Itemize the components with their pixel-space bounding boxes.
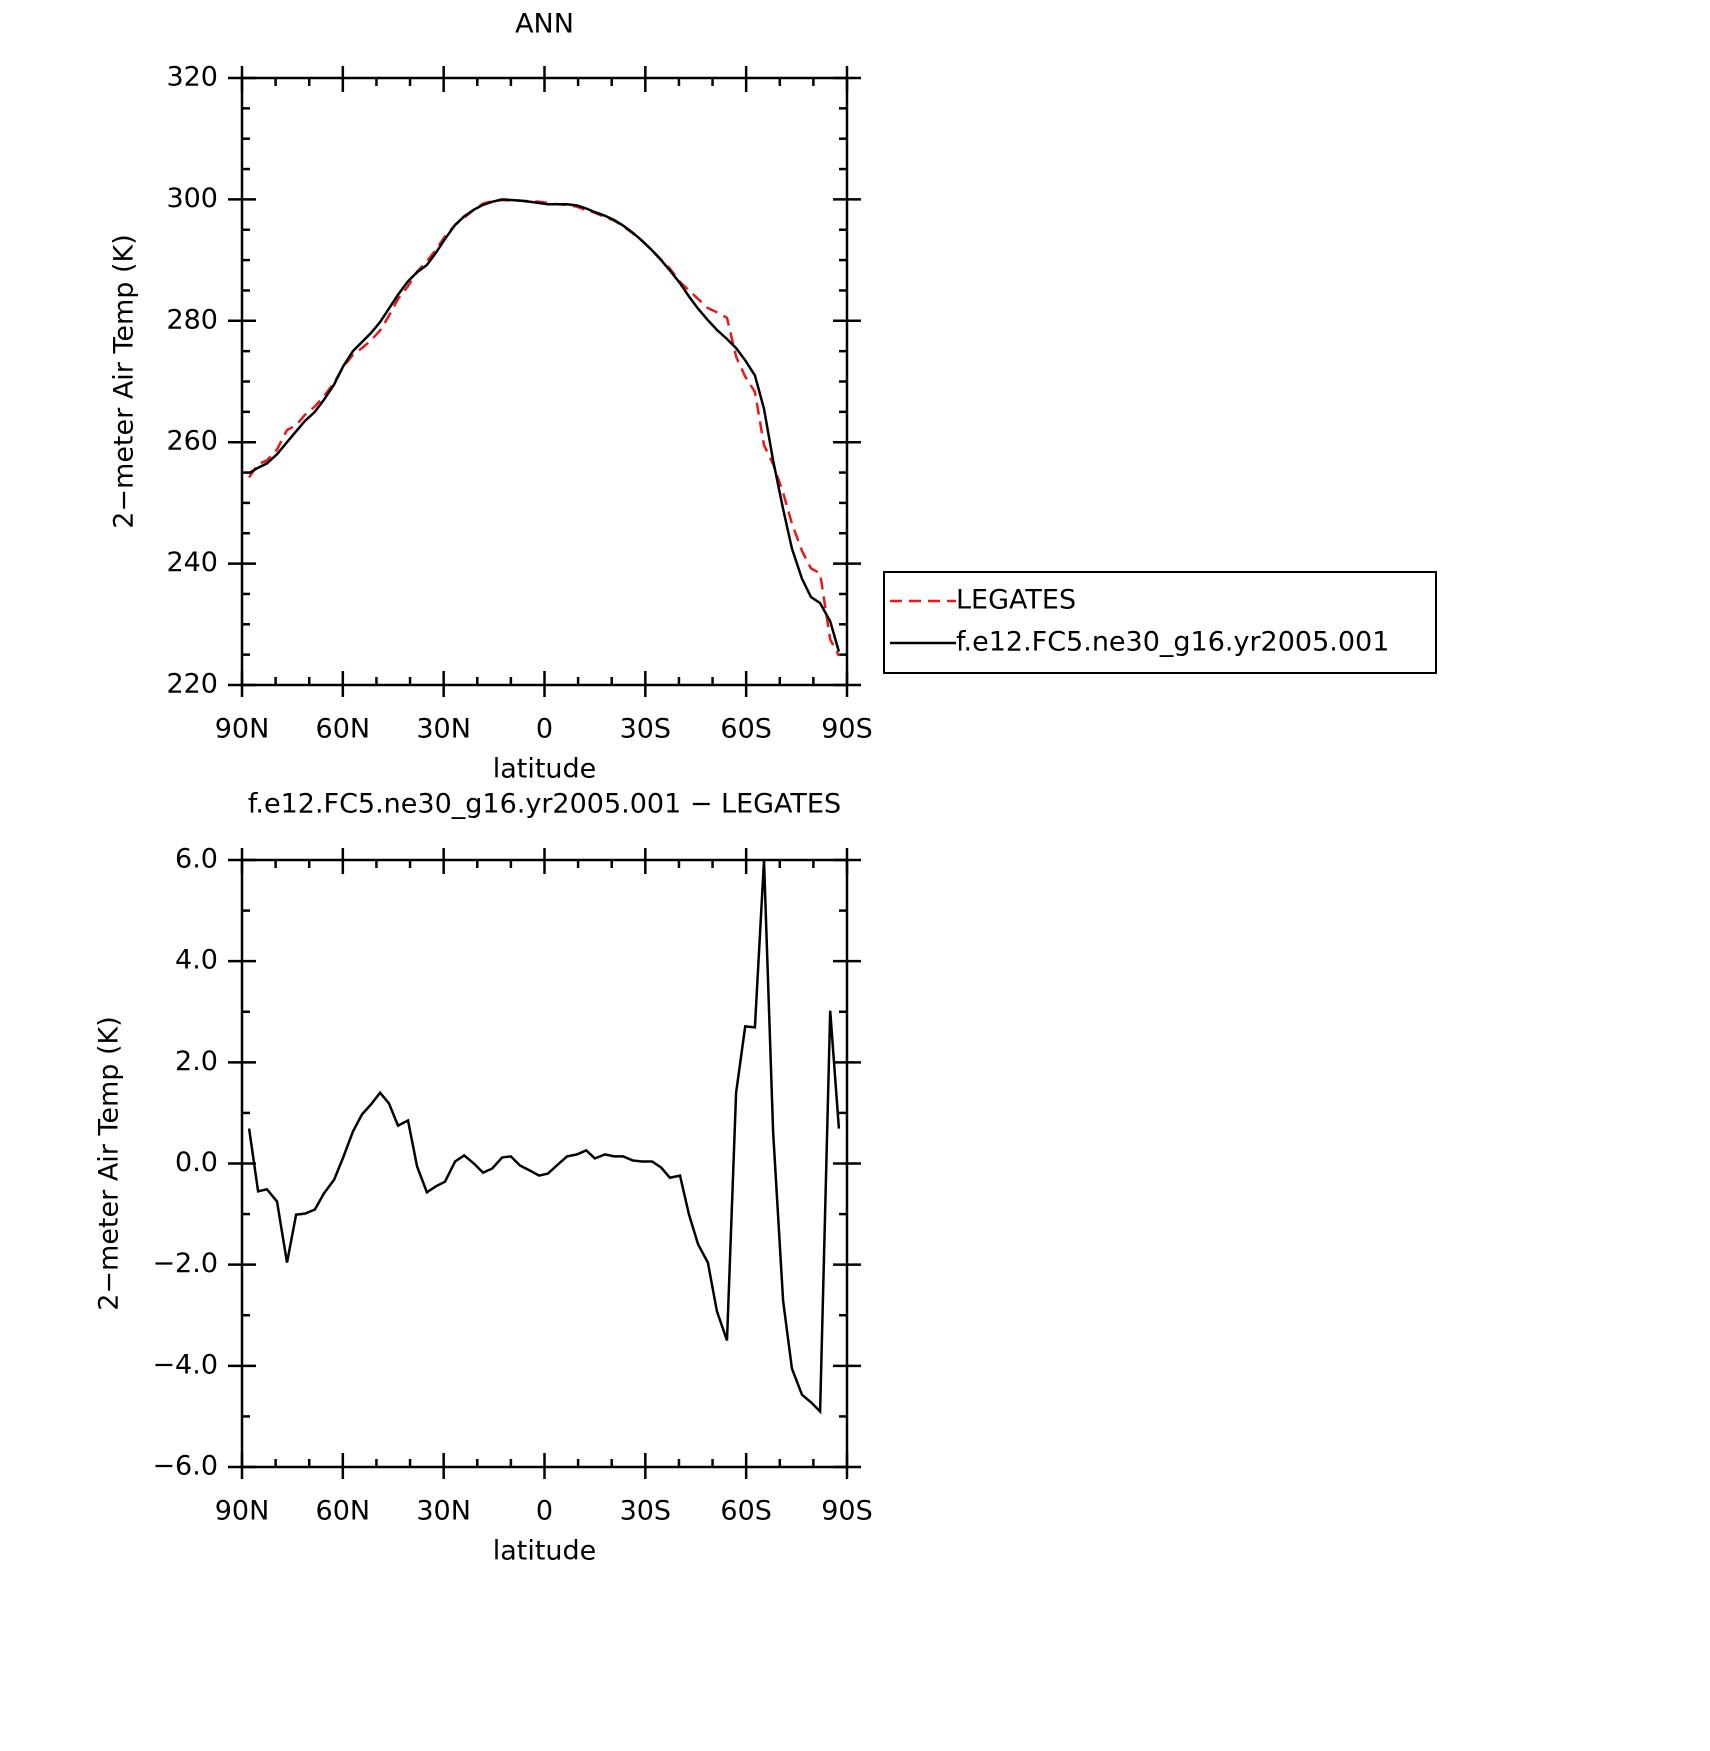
x-axis-label: latitude — [493, 754, 597, 785]
plot-frame — [240, 76, 849, 687]
legend-label: f.e12.FC5.ne30_g16.yr2005.001 — [956, 627, 1389, 658]
plot-frame — [240, 858, 849, 1469]
x-tick-label: 60S — [720, 1496, 772, 1527]
x-tick-label: 30S — [620, 714, 672, 745]
x-tick-label: 60N — [316, 714, 371, 745]
y-tick-label: 4.0 — [175, 945, 218, 976]
y-axis-label: 2−meter Air Temp (K) — [109, 234, 140, 529]
y-tick-label: 260 — [166, 426, 218, 457]
x-tick-label: 90N — [215, 714, 270, 745]
data-line — [248, 198, 841, 657]
x-tick-label: 30S — [620, 1496, 672, 1527]
data-line — [247, 860, 841, 1415]
y-tick-label: −4.0 — [152, 1349, 218, 1380]
x-tick-label: 90S — [821, 714, 873, 745]
y-tick-label: 220 — [166, 669, 218, 700]
y-tick-label: −6.0 — [152, 1451, 218, 1482]
legend-label: LEGATES — [956, 585, 1076, 616]
x-tick-label: 30N — [416, 1496, 471, 1527]
y-tick-label: 0.0 — [175, 1147, 218, 1178]
legend-box — [883, 571, 1437, 674]
y-tick-label: 300 — [166, 183, 218, 214]
x-tick-label: 60N — [316, 1496, 371, 1527]
x-tick-label: 60S — [720, 714, 772, 745]
y-tick-label: 2.0 — [175, 1046, 218, 1077]
y-tick-label: −2.0 — [152, 1248, 218, 1279]
data-line — [248, 198, 841, 652]
chart-title: f.e12.FC5.ne30_g16.yr2005.001 − LEGATES — [248, 789, 841, 820]
x-tick-label: 90S — [821, 1496, 873, 1527]
y-tick-label: 320 — [166, 62, 218, 93]
x-axis-label: latitude — [493, 1536, 597, 1567]
x-tick-label: 0 — [536, 714, 553, 745]
y-tick-label: 240 — [166, 547, 218, 578]
x-tick-label: 90N — [215, 1496, 270, 1527]
x-tick-label: 0 — [536, 1496, 553, 1527]
y-tick-label: 6.0 — [175, 844, 218, 875]
x-tick-label: 30N — [416, 714, 471, 745]
chart-title: ANN — [515, 9, 574, 40]
y-tick-label: 280 — [166, 304, 218, 335]
y-axis-label: 2−meter Air Temp (K) — [94, 1016, 125, 1311]
